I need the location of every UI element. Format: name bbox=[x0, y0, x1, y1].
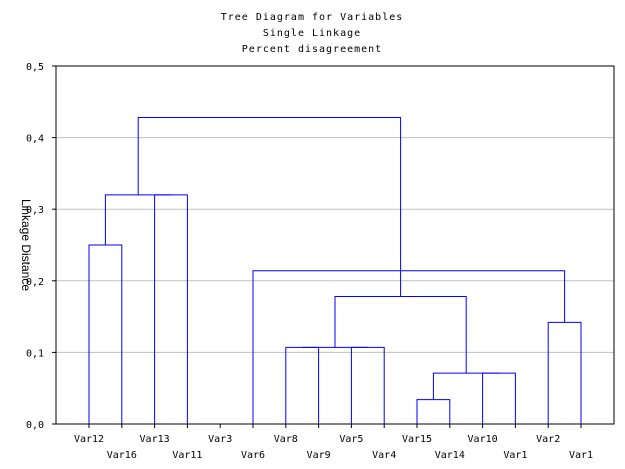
leaf-label: Var2 bbox=[536, 434, 560, 445]
plot-frame bbox=[55, 65, 615, 425]
leaf-label: Var1 bbox=[503, 450, 527, 461]
y-tick-label: 0,1 bbox=[26, 348, 44, 359]
leaf-label: Var3 bbox=[208, 434, 232, 445]
leaf-label: Var10 bbox=[468, 434, 498, 445]
leaf-label: Var5 bbox=[339, 434, 363, 445]
leaf-label: Var11 bbox=[172, 450, 202, 461]
title-line-2: Single Linkage bbox=[263, 28, 361, 39]
leaf-label: Var15 bbox=[402, 434, 432, 445]
chart-title: Tree Diagram for Variables Single Linkag… bbox=[221, 12, 404, 55]
leaf-label: Var8 bbox=[274, 434, 298, 445]
y-axis-title: Linkage Distance bbox=[19, 199, 33, 291]
dendrogram-link bbox=[432, 372, 499, 400]
y-tick-label: 0,0 bbox=[26, 420, 44, 431]
title-line-1: Tree Diagram for Variables bbox=[221, 12, 404, 23]
dendrogram-link bbox=[416, 399, 451, 424]
leaf-label: Var12 bbox=[74, 434, 104, 445]
dendrogram-links bbox=[88, 117, 582, 424]
dendrogram-link bbox=[137, 117, 402, 297]
grid-lines bbox=[56, 137, 614, 353]
leaf-label: Var1 bbox=[569, 450, 593, 461]
leaf-label: Var4 bbox=[372, 450, 396, 461]
title-line-3: Percent disagreement bbox=[242, 44, 382, 55]
leaf-label: Var16 bbox=[107, 450, 137, 461]
y-tick-label: 0,2 bbox=[26, 277, 44, 288]
dendrogram-link bbox=[252, 270, 566, 424]
y-axis-ticks: 0,0 0,1 0,2 0,3 0,4 0,5 bbox=[26, 62, 56, 431]
leaf-label: Var13 bbox=[140, 434, 170, 445]
dendrogram-link bbox=[334, 296, 467, 374]
leaf-label: Var14 bbox=[435, 450, 465, 461]
dendrogram-link bbox=[104, 194, 171, 245]
y-tick-label: 0,3 bbox=[26, 205, 44, 216]
dendrogram-link bbox=[88, 244, 123, 424]
dendrogram-link bbox=[154, 194, 188, 424]
y-tick-label: 0,5 bbox=[26, 62, 44, 73]
dendrogram-link bbox=[547, 321, 582, 424]
y-tick-label: 0,4 bbox=[26, 134, 44, 145]
leaf-label: Var6 bbox=[241, 450, 265, 461]
leaf-label: Var9 bbox=[307, 450, 331, 461]
dendrogram-link bbox=[482, 372, 516, 424]
dendrogram-link bbox=[350, 346, 385, 424]
dendrogram-link bbox=[285, 346, 320, 424]
